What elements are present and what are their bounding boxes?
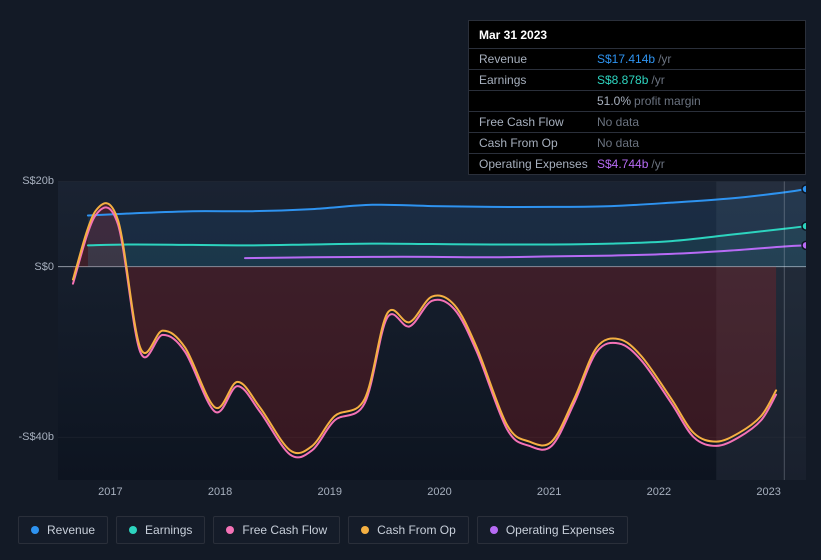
legend-label: Earnings xyxy=(145,523,192,537)
tooltip-row-value: 51.0%profit margin xyxy=(597,94,701,108)
y-tick-label: S$20b xyxy=(22,175,54,187)
legend-swatch xyxy=(129,526,137,534)
legend: Revenue Earnings Free Cash Flow Cash From O… xyxy=(18,516,628,544)
legend-swatch xyxy=(31,526,39,534)
tooltip-row-label: Earnings xyxy=(479,73,597,87)
y-axis: S$20b S$0 -S$40b xyxy=(18,160,58,480)
tooltip-row-label: Operating Expenses xyxy=(479,157,597,171)
tooltip-row-label: Revenue xyxy=(479,52,597,66)
tooltip-row: Free Cash FlowNo data xyxy=(469,111,805,132)
x-tick-label: 2023 xyxy=(756,486,780,498)
tooltip-row: 51.0%profit margin xyxy=(469,90,805,111)
x-tick-label: 2020 xyxy=(427,486,451,498)
plot-area xyxy=(58,160,806,480)
x-tick-label: 2022 xyxy=(647,486,671,498)
tooltip-date: Mar 31 2023 xyxy=(469,21,805,48)
legend-item[interactable]: Earnings xyxy=(116,516,205,544)
legend-label: Revenue xyxy=(47,523,95,537)
tooltip-row-value: S$17.414b/yr xyxy=(597,52,671,66)
x-tick-label: 2017 xyxy=(98,486,122,498)
legend-label: Operating Expenses xyxy=(506,523,615,537)
tooltip-row-value: No data xyxy=(597,136,639,150)
legend-item[interactable]: Free Cash Flow xyxy=(213,516,340,544)
financials-chart[interactable]: S$20bS$0-S$40b 2017201820192020202120222… xyxy=(18,160,806,500)
x-axis: 2017 2018 2019 2020 2021 2022 2023 xyxy=(58,482,806,502)
tooltip-row-value: S$8.878b/yr xyxy=(597,73,665,87)
legend-item[interactable]: Cash From Op xyxy=(348,516,469,544)
tooltip-row: Operating ExpensesS$4.744b/yr xyxy=(469,153,805,174)
tooltip-row-value: S$4.744b/yr xyxy=(597,157,665,171)
y-tick-label: S$0 xyxy=(34,261,54,273)
x-tick-label: 2018 xyxy=(208,486,232,498)
legend-item[interactable]: Operating Expenses xyxy=(477,516,628,544)
legend-swatch xyxy=(361,526,369,534)
hover-tooltip: Mar 31 2023 RevenueS$17.414b/yrEarningsS… xyxy=(468,20,806,175)
legend-swatch xyxy=(226,526,234,534)
legend-item[interactable]: Revenue xyxy=(18,516,108,544)
tooltip-row-label: Free Cash Flow xyxy=(479,115,597,129)
legend-label: Cash From Op xyxy=(377,523,456,537)
tooltip-row-value: No data xyxy=(597,115,639,129)
tooltip-row: Cash From OpNo data xyxy=(469,132,805,153)
tooltip-row-label: Cash From Op xyxy=(479,136,597,150)
legend-swatch xyxy=(490,526,498,534)
x-tick-label: 2021 xyxy=(537,486,561,498)
x-tick-label: 2019 xyxy=(318,486,342,498)
legend-label: Free Cash Flow xyxy=(242,523,327,537)
y-tick-label: -S$40b xyxy=(19,431,54,443)
tooltip-row: RevenueS$17.414b/yr xyxy=(469,48,805,69)
tooltip-row-label xyxy=(479,94,597,108)
tooltip-row: EarningsS$8.878b/yr xyxy=(469,69,805,90)
